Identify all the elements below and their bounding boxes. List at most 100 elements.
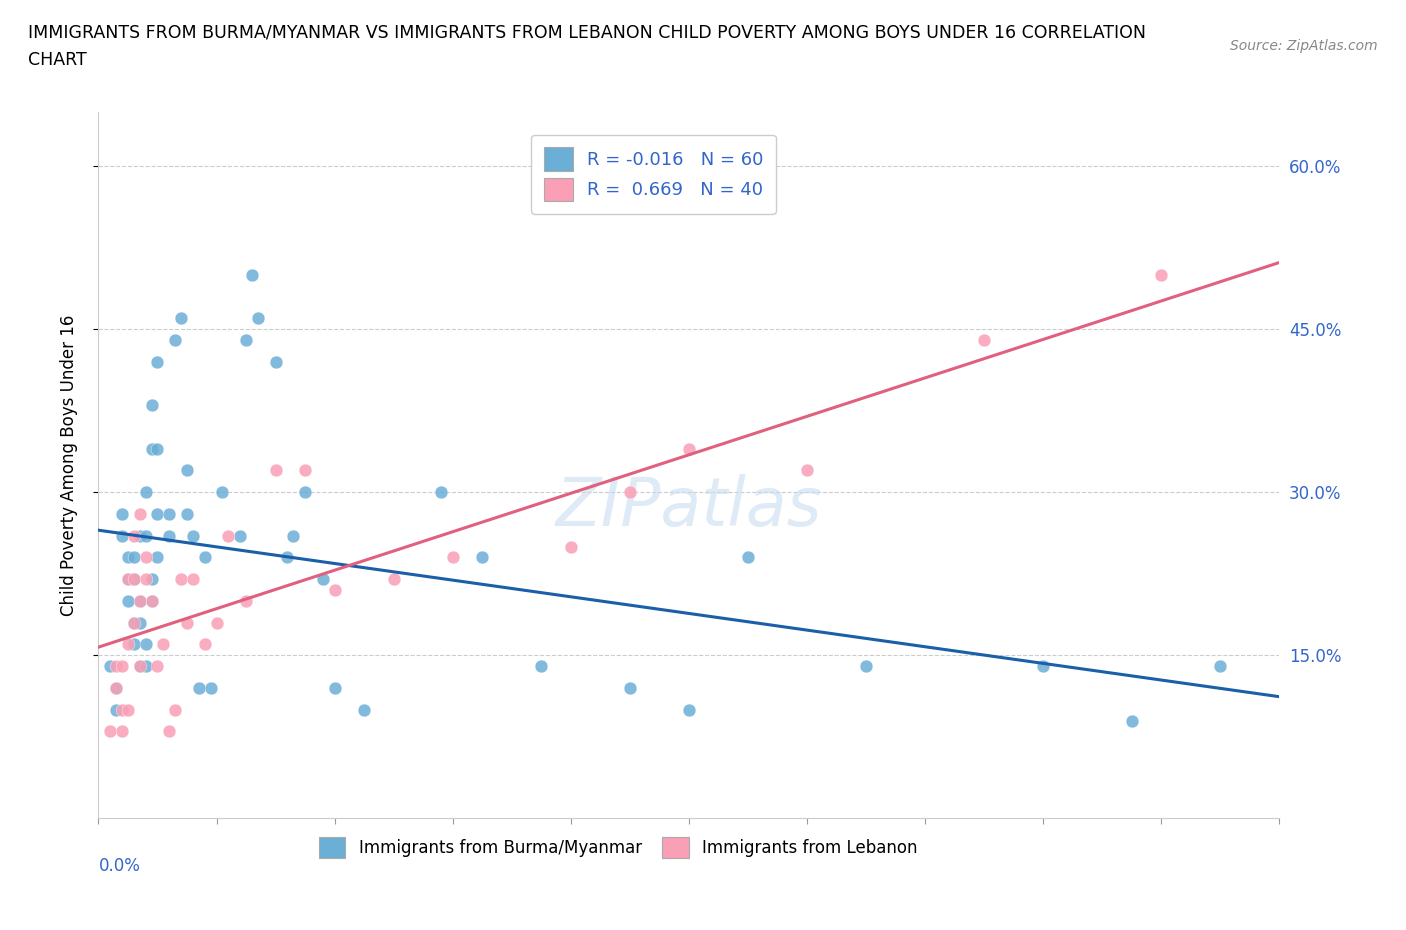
Point xyxy=(205,616,228,631)
Point xyxy=(294,485,316,499)
Text: ZIPatlas: ZIPatlas xyxy=(555,474,823,540)
Point xyxy=(294,463,316,478)
Point xyxy=(105,658,128,673)
Point xyxy=(146,507,169,522)
Point xyxy=(117,572,139,587)
Point xyxy=(176,616,198,631)
Point xyxy=(122,616,145,631)
Point xyxy=(146,354,169,369)
Text: IMMIGRANTS FROM BURMA/MYANMAR VS IMMIGRANTS FROM LEBANON CHILD POVERTY AMONG BOY: IMMIGRANTS FROM BURMA/MYANMAR VS IMMIGRA… xyxy=(28,23,1146,41)
Point xyxy=(441,550,464,565)
Point xyxy=(141,593,163,608)
Point xyxy=(170,572,193,587)
Legend: Immigrants from Burma/Myanmar, Immigrants from Lebanon: Immigrants from Burma/Myanmar, Immigrant… xyxy=(311,829,925,867)
Point xyxy=(1209,658,1232,673)
Point xyxy=(135,658,157,673)
Point xyxy=(141,398,163,413)
Point xyxy=(128,658,150,673)
Point xyxy=(141,593,163,608)
Point xyxy=(105,702,128,717)
Point xyxy=(678,441,700,456)
Point xyxy=(560,539,582,554)
Y-axis label: Child Poverty Among Boys Under 16: Child Poverty Among Boys Under 16 xyxy=(59,314,77,616)
Point xyxy=(146,441,169,456)
Point xyxy=(323,582,346,597)
Point xyxy=(283,528,305,543)
Point xyxy=(235,593,257,608)
Point xyxy=(1150,267,1173,282)
Point xyxy=(122,572,145,587)
Point xyxy=(323,681,346,696)
Point xyxy=(471,550,494,565)
Point xyxy=(176,463,198,478)
Point xyxy=(170,311,193,325)
Point xyxy=(98,658,121,673)
Point xyxy=(973,333,995,348)
Point xyxy=(194,637,217,652)
Point xyxy=(111,724,134,738)
Point xyxy=(157,724,180,738)
Point xyxy=(128,616,150,631)
Point xyxy=(235,333,257,348)
Point xyxy=(111,507,134,522)
Point xyxy=(122,550,145,565)
Point xyxy=(111,658,134,673)
Text: CHART: CHART xyxy=(28,51,87,69)
Point xyxy=(211,485,233,499)
Point xyxy=(128,593,150,608)
Point xyxy=(737,550,759,565)
Point xyxy=(111,702,134,717)
Point xyxy=(181,528,204,543)
Point xyxy=(530,658,553,673)
Point xyxy=(353,702,375,717)
Point xyxy=(678,702,700,717)
Point xyxy=(194,550,217,565)
Point xyxy=(128,593,150,608)
Point xyxy=(122,528,145,543)
Point xyxy=(165,702,187,717)
Point xyxy=(200,681,222,696)
Point xyxy=(117,593,139,608)
Point xyxy=(128,507,150,522)
Point xyxy=(619,485,641,499)
Point xyxy=(382,572,405,587)
Point xyxy=(246,311,269,325)
Point xyxy=(1032,658,1054,673)
Point xyxy=(796,463,818,478)
Point xyxy=(141,572,163,587)
Point xyxy=(146,550,169,565)
Point xyxy=(128,658,150,673)
Point xyxy=(619,681,641,696)
Point xyxy=(122,572,145,587)
Point xyxy=(141,441,163,456)
Point xyxy=(165,333,187,348)
Point xyxy=(264,463,287,478)
Point xyxy=(98,724,121,738)
Point xyxy=(135,550,157,565)
Point xyxy=(105,681,128,696)
Point xyxy=(229,528,252,543)
Point xyxy=(157,528,180,543)
Point xyxy=(240,267,263,282)
Point xyxy=(1121,713,1143,728)
Point xyxy=(111,528,134,543)
Point xyxy=(181,572,204,587)
Point xyxy=(276,550,298,565)
Point xyxy=(187,681,209,696)
Point xyxy=(105,681,128,696)
Point xyxy=(430,485,453,499)
Point xyxy=(117,550,139,565)
Point xyxy=(312,572,335,587)
Point xyxy=(146,658,169,673)
Point xyxy=(122,616,145,631)
Point xyxy=(157,507,180,522)
Point xyxy=(117,572,139,587)
Point xyxy=(117,637,139,652)
Point xyxy=(264,354,287,369)
Point xyxy=(135,485,157,499)
Text: Source: ZipAtlas.com: Source: ZipAtlas.com xyxy=(1230,39,1378,53)
Point xyxy=(855,658,877,673)
Point xyxy=(217,528,239,543)
Point xyxy=(176,507,198,522)
Point xyxy=(135,637,157,652)
